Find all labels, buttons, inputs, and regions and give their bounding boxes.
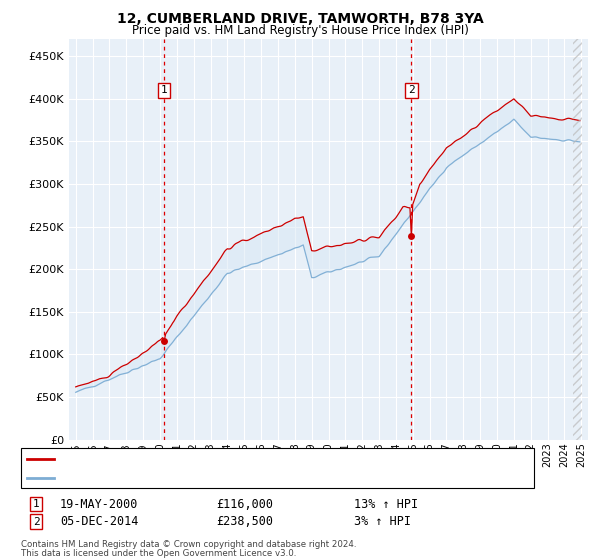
Text: 05-DEC-2014: 05-DEC-2014 <box>60 515 139 529</box>
Text: 2: 2 <box>408 85 415 95</box>
Text: 19-MAY-2000: 19-MAY-2000 <box>60 497 139 511</box>
Text: 2: 2 <box>32 517 40 527</box>
Text: 1: 1 <box>32 499 40 509</box>
Text: 1: 1 <box>161 85 167 95</box>
Text: 3% ↑ HPI: 3% ↑ HPI <box>354 515 411 529</box>
Text: 12, CUMBERLAND DRIVE, TAMWORTH, B78 3YA: 12, CUMBERLAND DRIVE, TAMWORTH, B78 3YA <box>116 12 484 26</box>
Text: This data is licensed under the Open Government Licence v3.0.: This data is licensed under the Open Gov… <box>21 549 296 558</box>
Text: £116,000: £116,000 <box>216 497 273 511</box>
Text: HPI: Average price, detached house, Tamworth: HPI: Average price, detached house, Tamw… <box>60 473 304 483</box>
Text: £238,500: £238,500 <box>216 515 273 529</box>
Text: 12, CUMBERLAND DRIVE, TAMWORTH, B78 3YA (detached house): 12, CUMBERLAND DRIVE, TAMWORTH, B78 3YA … <box>60 454 400 464</box>
Text: 13% ↑ HPI: 13% ↑ HPI <box>354 497 418 511</box>
Text: Contains HM Land Registry data © Crown copyright and database right 2024.: Contains HM Land Registry data © Crown c… <box>21 540 356 549</box>
Text: Price paid vs. HM Land Registry's House Price Index (HPI): Price paid vs. HM Land Registry's House … <box>131 24 469 37</box>
